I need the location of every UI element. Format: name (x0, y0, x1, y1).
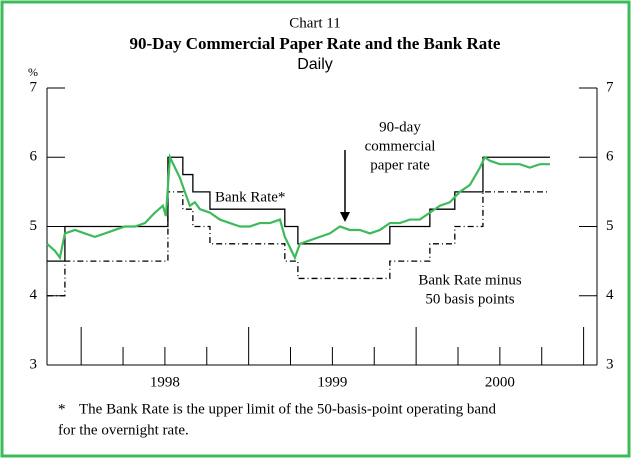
y-tick-label: 4 (606, 287, 614, 303)
y-tick-label: 5 (606, 218, 614, 234)
annotation: commercial (365, 138, 436, 154)
chart-supertitle: Chart 11 (289, 15, 341, 31)
y-tick-label: 7 (606, 79, 614, 95)
y-tick-label: 4 (30, 287, 38, 303)
series-line (47, 156, 550, 262)
y-tick-label: 3 (606, 356, 614, 372)
footnote-marker: * (58, 401, 66, 417)
chart-title: 90-Day Commercial Paper Rate and the Ban… (130, 34, 501, 53)
x-tick-label: 2000 (485, 374, 515, 390)
series-line (46, 153, 550, 261)
y-tick-label: 6 (30, 149, 38, 165)
chart-subtitle: Daily (297, 56, 333, 73)
footnote: for the overnight rate. (58, 422, 189, 438)
y-tick-label: 7 (30, 79, 38, 95)
annotation: 50 basis points (425, 291, 514, 307)
y-tick-label: 3 (30, 356, 38, 372)
annotation: Bank Rate minus (418, 272, 521, 288)
y-tick-label: 5 (30, 218, 38, 234)
x-tick-label: 1998 (150, 374, 180, 390)
annotation: 90-day (379, 119, 421, 135)
x-tick-label: 1999 (317, 374, 347, 390)
footnote: The Bank Rate is the upper limit of the … (79, 401, 496, 417)
annotation: Bank Rate* (215, 189, 285, 205)
annotation: paper rate (370, 157, 430, 173)
y-tick-label: 6 (606, 149, 614, 165)
arrow-head (340, 212, 350, 222)
y-unit: % (28, 65, 38, 79)
